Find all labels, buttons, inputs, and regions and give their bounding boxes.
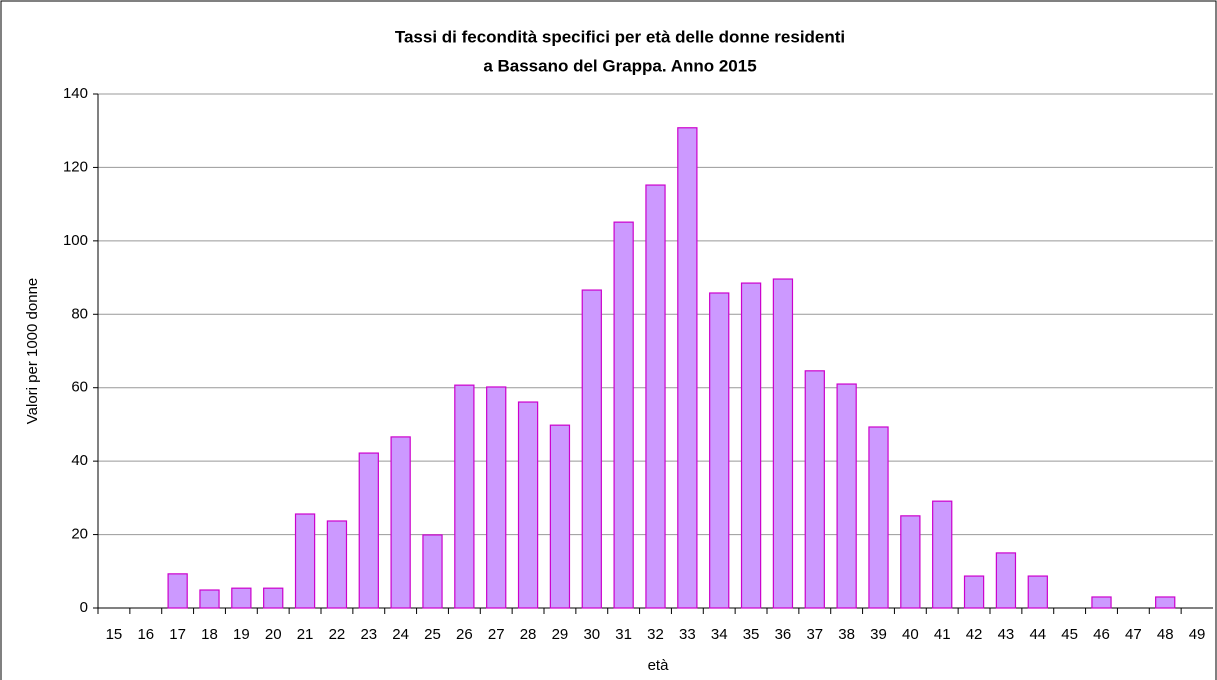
x-tick-label: 39 (870, 626, 887, 643)
x-tick-label: 15 (106, 626, 123, 643)
x-axis-label: età (648, 657, 670, 674)
x-tick-label: 26 (456, 626, 473, 643)
bar (358, 452, 379, 609)
x-tick-label: 17 (169, 626, 186, 643)
bar (581, 289, 602, 609)
x-tick-label: 27 (488, 626, 505, 643)
y-tick-label: 140 (63, 85, 88, 102)
y-tick-label: 80 (71, 305, 88, 322)
x-tick-label: 41 (934, 626, 951, 643)
x-tick-label: 46 (1093, 626, 1110, 643)
bar (772, 278, 794, 609)
x-tick-label: 45 (1061, 626, 1078, 643)
bar (294, 513, 316, 609)
bar (199, 589, 220, 609)
x-tick-label: 48 (1157, 626, 1174, 643)
x-tick-label: 38 (838, 626, 855, 643)
bar (868, 426, 889, 609)
bar (709, 292, 730, 609)
chart-title: a Bassano del Grappa. Anno 2015 (483, 56, 756, 75)
x-tick-label: 22 (329, 626, 346, 643)
bar (1091, 596, 1112, 609)
bar (932, 500, 953, 609)
x-tick-label: 20 (265, 626, 282, 643)
bar (390, 436, 411, 609)
x-tick-label: 24 (392, 626, 409, 643)
bar (677, 127, 698, 609)
bar (549, 424, 571, 609)
bar (740, 282, 762, 609)
x-tick-label: 18 (201, 626, 218, 643)
y-tick-label: 60 (71, 379, 88, 396)
x-tick-label: 33 (679, 626, 696, 643)
x-tick-label: 19 (233, 626, 250, 643)
x-tick-label: 32 (647, 626, 664, 643)
y-tick-label: 120 (63, 158, 88, 175)
x-tick-label: 31 (615, 626, 632, 643)
bar (1155, 596, 1176, 609)
x-tick-label: 35 (743, 626, 760, 643)
bar (517, 401, 539, 609)
bar (167, 573, 188, 609)
bar (422, 534, 443, 609)
x-tick-label: 28 (520, 626, 537, 643)
x-tick-label: 42 (966, 626, 983, 643)
chart-title: Tassi di fecondità specifici per età del… (395, 27, 845, 46)
y-axis-label: Valori per 1000 donne (24, 278, 41, 425)
bar (613, 221, 634, 609)
bar (900, 515, 921, 609)
bar (1027, 575, 1048, 609)
x-tick-label: 34 (711, 626, 728, 643)
y-tick-label: 20 (71, 526, 88, 543)
bar (231, 587, 252, 609)
x-tick-label: 43 (998, 626, 1015, 643)
x-tick-label: 16 (137, 626, 154, 643)
x-tick-label: 30 (583, 626, 600, 643)
bar (836, 383, 857, 609)
x-tick-label: 40 (902, 626, 919, 643)
x-tick-label: 37 (806, 626, 823, 643)
bar (804, 370, 825, 609)
bar (263, 587, 284, 609)
x-tick-label: 49 (1189, 626, 1206, 643)
bar (326, 520, 348, 609)
bar (963, 575, 985, 609)
x-tick-label: 29 (552, 626, 569, 643)
x-tick-label: 23 (360, 626, 377, 643)
bar (645, 184, 666, 609)
x-tick-label: 25 (424, 626, 441, 643)
x-tick-label: 47 (1125, 626, 1142, 643)
bar (995, 552, 1017, 609)
y-tick-label: 0 (80, 599, 88, 616)
y-tick-label: 40 (71, 452, 88, 469)
x-tick-label: 21 (297, 626, 314, 643)
x-tick-label: 36 (775, 626, 792, 643)
x-tick-label: 44 (1029, 626, 1046, 643)
bar (454, 384, 475, 609)
y-tick-label: 100 (63, 232, 88, 249)
bar (486, 386, 507, 609)
